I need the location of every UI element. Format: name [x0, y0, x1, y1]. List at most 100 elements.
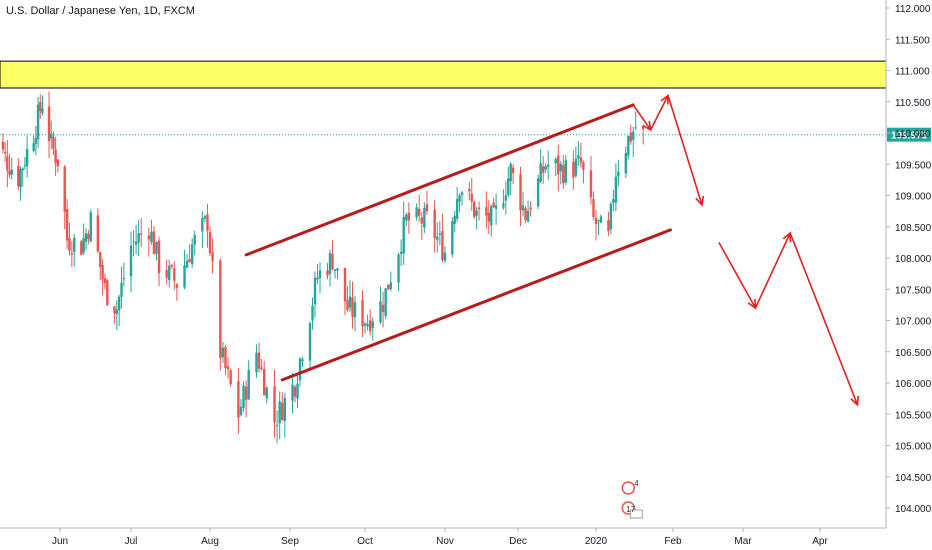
candle — [490, 204, 493, 237]
candle — [546, 150, 550, 181]
candle-body — [524, 208, 527, 221]
candle-body — [612, 199, 615, 203]
candle — [219, 258, 222, 371]
event-badge[interactable]: 17 — [621, 501, 643, 519]
candle — [313, 271, 317, 318]
forecast-segment[interactable] — [632, 104, 652, 131]
candles-layer — [1, 91, 645, 444]
candle — [3, 142, 7, 162]
candle — [137, 220, 140, 257]
candle-body — [614, 176, 618, 203]
candle — [436, 222, 439, 253]
candle-body — [592, 199, 595, 218]
candle — [70, 241, 74, 267]
candle — [423, 202, 426, 233]
candle-body — [366, 323, 369, 327]
candle — [36, 96, 40, 148]
candle — [492, 197, 495, 209]
y-tick-label: 105.000 — [895, 442, 932, 453]
candle-body — [546, 164, 550, 167]
candle — [599, 214, 603, 223]
candle — [455, 186, 459, 222]
drawings-layer[interactable] — [244, 93, 859, 407]
forecast-segment[interactable] — [789, 232, 859, 406]
candle-body — [168, 265, 171, 281]
candle-body — [599, 216, 603, 223]
candle — [502, 189, 505, 210]
candle-body — [333, 269, 337, 271]
candle-body — [1, 141, 5, 150]
candle-body — [70, 253, 74, 255]
candle — [21, 167, 24, 187]
channel-lower-line[interactable] — [280, 228, 673, 382]
candle — [39, 94, 42, 119]
candle — [265, 386, 268, 404]
candle — [1, 133, 5, 154]
candle-body — [572, 161, 575, 178]
candle — [32, 135, 35, 153]
y-tick-label: 110.500 — [895, 98, 931, 109]
candle — [405, 212, 408, 227]
candle-body — [291, 384, 294, 401]
candle — [185, 253, 189, 269]
forecast-segment[interactable] — [718, 241, 757, 309]
candle-body — [407, 212, 411, 221]
candle-body — [120, 282, 123, 297]
candle — [539, 149, 542, 183]
y-tick-label: 111.500 — [895, 35, 930, 46]
forecast-segment[interactable] — [754, 232, 791, 309]
candle-body — [175, 284, 179, 288]
candle — [170, 263, 173, 270]
candle — [597, 219, 600, 236]
candle — [387, 284, 390, 290]
candle-body — [208, 231, 212, 254]
candle-body — [641, 126, 645, 129]
candle-body — [363, 323, 367, 326]
y-tick-label: 109.000 — [895, 192, 932, 203]
candle — [554, 157, 557, 177]
candle-body — [609, 203, 613, 230]
candle — [326, 263, 329, 280]
candle-body — [41, 108, 44, 114]
candle-body — [296, 383, 299, 399]
candle-body — [275, 425, 279, 427]
forecast-segment[interactable] — [649, 95, 669, 131]
candle-body — [96, 215, 100, 252]
channel-upper-line[interactable] — [244, 103, 635, 257]
candle — [473, 200, 476, 220]
last-price-tag — [887, 127, 931, 142]
resistance-zone-rect[interactable] — [0, 60, 887, 89]
y-tick-label: 107.500 — [895, 285, 932, 296]
candle — [557, 144, 560, 192]
candle-body — [139, 233, 143, 235]
candle — [509, 161, 512, 196]
candle — [477, 201, 481, 221]
candle — [122, 262, 126, 287]
candle — [84, 228, 88, 251]
candle-body — [47, 106, 51, 142]
candle — [453, 210, 456, 233]
candle — [343, 267, 347, 316]
candle-body — [353, 302, 357, 318]
x-tick-label: Apr — [812, 536, 828, 547]
candle-body — [574, 158, 578, 176]
candle — [607, 211, 610, 237]
candle — [242, 381, 245, 413]
candle — [10, 157, 13, 180]
candle — [612, 189, 615, 212]
candle-body — [183, 265, 186, 288]
forecast-segment[interactable] — [667, 95, 703, 206]
candle-body — [346, 299, 349, 311]
candle-body — [25, 148, 29, 167]
candle — [139, 218, 143, 248]
candle — [353, 295, 357, 332]
candle-body — [502, 203, 505, 208]
forecast-arrowhead — [850, 395, 859, 407]
event-badges-layer[interactable]: 4 17 — [621, 479, 643, 519]
candle-body — [597, 220, 600, 222]
candle-body — [242, 385, 245, 408]
candle — [106, 278, 109, 307]
event-badge[interactable]: 4 — [621, 479, 639, 495]
candle-body — [84, 233, 88, 242]
